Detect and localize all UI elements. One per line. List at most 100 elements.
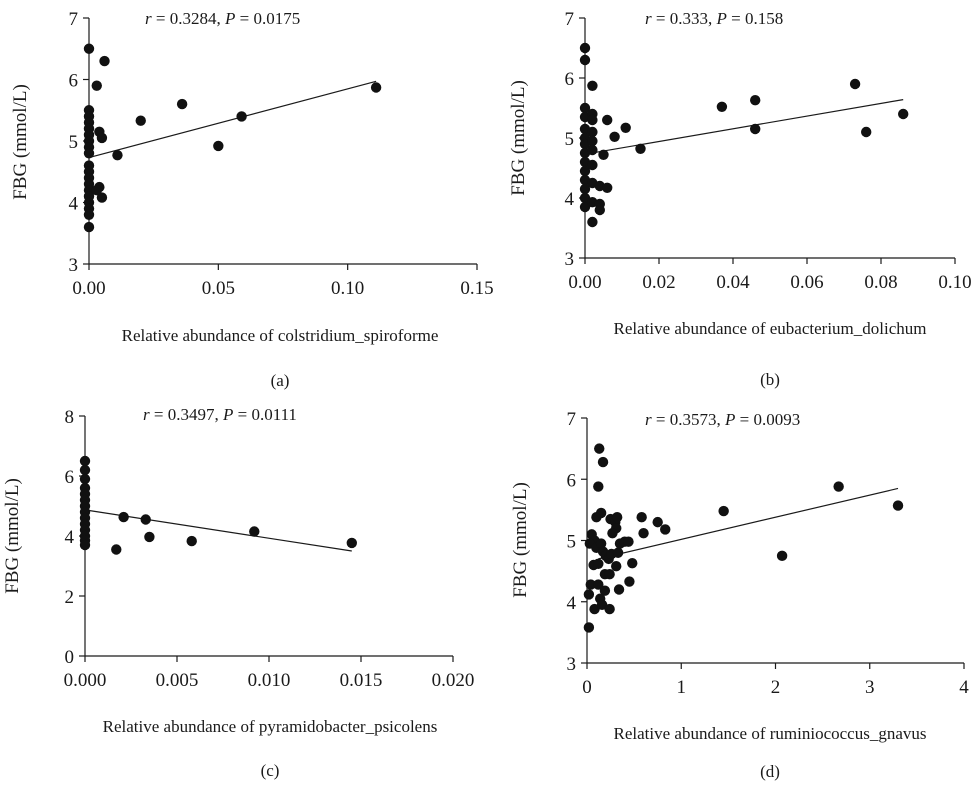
panel-d: 3 4 5 6 7 0 1 2 3 4 FBG (mmol/L) Relative abundance… (510, 409, 969, 781)
data-point (598, 149, 609, 160)
x-tick-label: 0.000 (64, 670, 107, 691)
data-point (593, 558, 604, 569)
data-point (594, 204, 605, 216)
data-point (99, 55, 110, 67)
trend-line (584, 99, 904, 155)
data-point (589, 603, 600, 615)
data-point (83, 209, 95, 220)
y-tick-label: 4 (567, 593, 577, 614)
panel-label: (c) (261, 761, 280, 780)
correlation-annotation: r = 0.3284, P = 0.0175 (145, 9, 300, 28)
stat-p-symbol: P (219, 405, 234, 424)
y-axis-label: FBG (mmol/L) (10, 84, 31, 200)
panel-c: 0 2 4 6 8 0.000 0.005 0.010 0.015 0.020 FBG (mmol/… (2, 405, 474, 780)
data-point (613, 584, 625, 595)
data-point (597, 456, 609, 468)
data-point (638, 527, 649, 539)
data-point (892, 500, 904, 511)
y-tick-label: 4 (69, 194, 79, 215)
y-tick-label: 5 (69, 132, 79, 153)
data-point (587, 159, 598, 171)
stat-p-value: = 0.0093 (735, 410, 800, 429)
data-point (595, 538, 607, 549)
y-tick-label: 6 (567, 470, 577, 491)
data-point (602, 114, 613, 126)
x-tick-label: 0.020 (432, 670, 475, 691)
data-point (612, 547, 624, 558)
stat-p-symbol: P (712, 9, 727, 28)
data-point (112, 149, 123, 161)
data-point (611, 512, 623, 523)
data-point (579, 102, 591, 114)
data-point (135, 115, 146, 126)
y-tick-label: 6 (565, 69, 575, 90)
data-point (249, 526, 260, 537)
x-axis-label: Relative abundance of eubacterium_dolich… (614, 319, 927, 338)
data-point (583, 622, 595, 633)
x-tick-label: 3 (865, 677, 875, 698)
stat-r-value: = 0.3284, (152, 9, 221, 28)
x-tick-label: 0.00 (568, 272, 601, 293)
data-point (583, 589, 595, 600)
data-point (587, 126, 598, 138)
stat-r-value: = 0.3573, (652, 410, 721, 429)
data-point (140, 514, 151, 525)
data-point (750, 95, 761, 106)
x-tick-label: 0.10 (331, 278, 364, 299)
stat-r-symbol: r (645, 410, 652, 429)
data-point (186, 535, 197, 547)
data-point (213, 140, 224, 152)
data-point (716, 101, 728, 113)
stat-p-value: = 0.0111 (233, 405, 297, 424)
y-tick-label: 5 (565, 129, 575, 150)
data-point (636, 512, 647, 523)
data-point (144, 531, 155, 543)
data-point (596, 599, 608, 611)
data-point (579, 54, 591, 66)
x-tick-label: 0.015 (340, 670, 383, 691)
stat-r-symbol: r (143, 405, 150, 424)
data-point (370, 82, 382, 93)
data-point (620, 122, 631, 133)
data-point (624, 576, 635, 587)
data-point (604, 603, 615, 615)
x-axis-label: Relative abundance of ruminiococcus_gnav… (614, 724, 927, 743)
y-tick-label: 0 (65, 647, 75, 668)
data-point (595, 507, 607, 519)
y-tick-label: 6 (69, 71, 79, 92)
x-tick-label: 0 (582, 677, 592, 698)
data-point (79, 464, 91, 476)
stat-p-symbol: P (221, 9, 236, 28)
panel-label: (d) (760, 762, 780, 781)
correlation-annotation: r = 0.3497, P = 0.0111 (143, 405, 297, 424)
stat-r-value: = 0.3497, (150, 405, 219, 424)
data-point (587, 216, 598, 228)
panel-b: 3 4 5 6 7 0.00 0.02 0.04 0.06 0.08 0.10 FBG (mmol/L… (508, 9, 972, 389)
x-tick-label: 4 (959, 677, 969, 698)
data-point (579, 42, 591, 54)
stat-r-value: = 0.333, (652, 9, 713, 28)
y-tick-label: 7 (567, 409, 577, 430)
y-tick-label: 7 (565, 9, 575, 30)
data-point (602, 182, 613, 193)
data-point (118, 511, 129, 523)
y-axis-label: FBG (mmol/L) (508, 80, 529, 196)
data-point (83, 221, 95, 233)
data-point (83, 43, 95, 54)
trend-line (84, 509, 352, 552)
stat-r-symbol: r (645, 9, 652, 28)
y-tick-label: 3 (565, 249, 575, 270)
data-point (91, 80, 102, 91)
data-point (587, 114, 598, 126)
data-point (599, 585, 611, 596)
data-point (79, 539, 91, 551)
x-tick-label: 0.04 (716, 272, 750, 293)
data-point (96, 132, 108, 144)
x-tick-label: 0.05 (202, 278, 235, 299)
data-point (111, 544, 122, 555)
panel-label: (a) (271, 371, 290, 390)
y-tick-label: 4 (65, 527, 75, 548)
y-axis-label: FBG (mmol/L) (2, 478, 23, 594)
stat-p-value: = 0.158 (727, 9, 783, 28)
